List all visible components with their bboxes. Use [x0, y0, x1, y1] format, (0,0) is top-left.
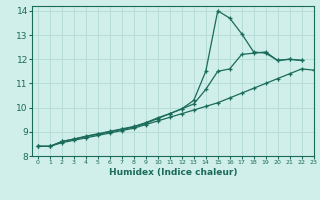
X-axis label: Humidex (Indice chaleur): Humidex (Indice chaleur): [108, 168, 237, 177]
